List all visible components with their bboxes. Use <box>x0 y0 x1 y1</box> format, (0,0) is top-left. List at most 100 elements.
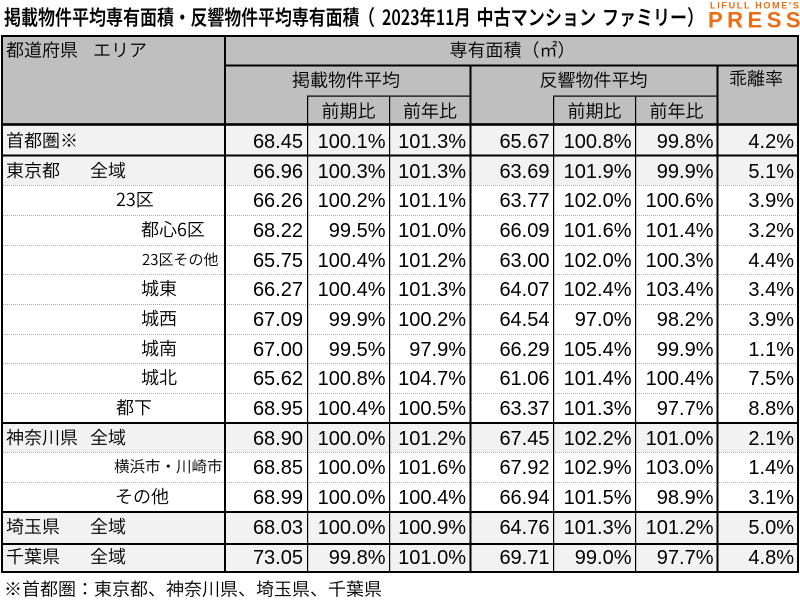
svg-text:65.75: 65.75 <box>253 250 303 272</box>
svg-text:4.4%: 4.4% <box>748 250 794 272</box>
svg-text:100.3%: 100.3% <box>318 161 386 183</box>
svg-text:68.85: 68.85 <box>253 457 303 479</box>
svg-text:99.5%: 99.5% <box>329 220 386 242</box>
svg-text:3.9%: 3.9% <box>748 190 794 212</box>
svg-text:101.0%: 101.0% <box>398 547 466 569</box>
svg-text:1.1%: 1.1% <box>748 339 794 361</box>
svg-text:4.8%: 4.8% <box>748 547 794 569</box>
svg-text:100.4%: 100.4% <box>646 368 714 390</box>
svg-text:101.1%: 101.1% <box>398 190 466 212</box>
svg-text:68.45: 68.45 <box>253 131 303 153</box>
svg-text:101.2%: 101.2% <box>398 428 466 450</box>
svg-text:67.92: 67.92 <box>499 457 549 479</box>
svg-text:66.96: 66.96 <box>253 161 303 183</box>
svg-text:97.7%: 97.7% <box>657 547 714 569</box>
svg-text:100.5%: 100.5% <box>398 398 466 420</box>
svg-text:101.3%: 101.3% <box>398 279 466 301</box>
svg-text:LIFULL HOME'S: LIFULL HOME'S <box>710 1 800 11</box>
svg-text:5.0%: 5.0% <box>748 517 794 539</box>
svg-text:67.45: 67.45 <box>499 428 549 450</box>
svg-text:100.0%: 100.0% <box>318 457 386 479</box>
svg-text:99.0%: 99.0% <box>575 547 632 569</box>
svg-text:65.62: 65.62 <box>253 368 303 390</box>
svg-text:63.00: 63.00 <box>499 250 549 272</box>
svg-text:101.3%: 101.3% <box>398 161 466 183</box>
svg-text:67.00: 67.00 <box>253 339 303 361</box>
svg-text:103.0%: 103.0% <box>646 457 714 479</box>
svg-text:68.99: 68.99 <box>253 487 303 509</box>
svg-text:104.7%: 104.7% <box>398 368 466 390</box>
svg-text:68.90: 68.90 <box>253 428 303 450</box>
svg-text:101.0%: 101.0% <box>646 428 714 450</box>
svg-text:66.26: 66.26 <box>253 190 303 212</box>
svg-text:100.4%: 100.4% <box>318 250 386 272</box>
svg-text:101.0%: 101.0% <box>398 220 466 242</box>
svg-text:69.71: 69.71 <box>499 547 549 569</box>
svg-text:102.2%: 102.2% <box>564 428 632 450</box>
svg-text:100.8%: 100.8% <box>564 131 632 153</box>
svg-text:3.9%: 3.9% <box>748 309 794 331</box>
svg-text:100.2%: 100.2% <box>398 309 466 331</box>
svg-text:65.67: 65.67 <box>499 131 549 153</box>
svg-text:102.0%: 102.0% <box>564 190 632 212</box>
svg-text:64.07: 64.07 <box>499 279 549 301</box>
svg-text:8.8%: 8.8% <box>748 398 794 420</box>
svg-text:101.4%: 101.4% <box>564 368 632 390</box>
svg-text:97.0%: 97.0% <box>575 309 632 331</box>
svg-text:66.94: 66.94 <box>499 487 549 509</box>
svg-text:98.2%: 98.2% <box>657 309 714 331</box>
svg-text:64.54: 64.54 <box>499 309 549 331</box>
svg-text:68.22: 68.22 <box>253 220 303 242</box>
svg-text:100.0%: 100.0% <box>318 517 386 539</box>
svg-text:100.9%: 100.9% <box>398 517 466 539</box>
svg-text:101.9%: 101.9% <box>564 161 632 183</box>
svg-text:63.77: 63.77 <box>499 190 549 212</box>
svg-text:101.2%: 101.2% <box>646 517 714 539</box>
svg-text:100.4%: 100.4% <box>318 279 386 301</box>
svg-text:68.95: 68.95 <box>253 398 303 420</box>
svg-text:2.1%: 2.1% <box>748 428 794 450</box>
svg-text:102.4%: 102.4% <box>564 279 632 301</box>
svg-text:101.3%: 101.3% <box>564 398 632 420</box>
svg-text:99.9%: 99.9% <box>657 161 714 183</box>
svg-text:100.0%: 100.0% <box>318 428 386 450</box>
svg-text:98.9%: 98.9% <box>657 487 714 509</box>
svg-text:99.8%: 99.8% <box>657 131 714 153</box>
svg-text:101.5%: 101.5% <box>564 487 632 509</box>
svg-text:3.4%: 3.4% <box>748 279 794 301</box>
svg-text:101.6%: 101.6% <box>398 457 466 479</box>
svg-text:63.69: 63.69 <box>499 161 549 183</box>
svg-text:1.4%: 1.4% <box>748 457 794 479</box>
svg-text:3.2%: 3.2% <box>748 220 794 242</box>
svg-text:100.2%: 100.2% <box>318 190 386 212</box>
svg-text:68.03: 68.03 <box>253 517 303 539</box>
svg-text:100.4%: 100.4% <box>398 487 466 509</box>
svg-text:99.9%: 99.9% <box>657 339 714 361</box>
svg-text:73.05: 73.05 <box>253 547 303 569</box>
svg-text:99.9%: 99.9% <box>329 309 386 331</box>
svg-text:97.7%: 97.7% <box>657 398 714 420</box>
svg-text:101.3%: 101.3% <box>398 131 466 153</box>
svg-text:66.09: 66.09 <box>499 220 549 242</box>
svg-text:3.1%: 3.1% <box>748 487 794 509</box>
svg-text:97.9%: 97.9% <box>409 339 466 361</box>
svg-text:63.37: 63.37 <box>499 398 549 420</box>
svg-text:101.6%: 101.6% <box>564 220 632 242</box>
svg-text:100.8%: 100.8% <box>318 368 386 390</box>
svg-text:99.8%: 99.8% <box>329 547 386 569</box>
svg-text:7.5%: 7.5% <box>748 368 794 390</box>
svg-text:66.29: 66.29 <box>499 339 549 361</box>
svg-text:100.1%: 100.1% <box>318 131 386 153</box>
svg-text:103.4%: 103.4% <box>646 279 714 301</box>
svg-text:67.09: 67.09 <box>253 309 303 331</box>
svg-text:100.0%: 100.0% <box>318 487 386 509</box>
svg-text:100.4%: 100.4% <box>318 398 386 420</box>
svg-text:100.3%: 100.3% <box>646 250 714 272</box>
svg-text:101.2%: 101.2% <box>398 250 466 272</box>
svg-text:5.1%: 5.1% <box>748 161 794 183</box>
svg-text:102.0%: 102.0% <box>564 250 632 272</box>
svg-text:61.06: 61.06 <box>499 368 549 390</box>
svg-text:66.27: 66.27 <box>253 279 303 301</box>
svg-text:99.5%: 99.5% <box>329 339 386 361</box>
svg-text:PRESS: PRESS <box>708 8 800 33</box>
